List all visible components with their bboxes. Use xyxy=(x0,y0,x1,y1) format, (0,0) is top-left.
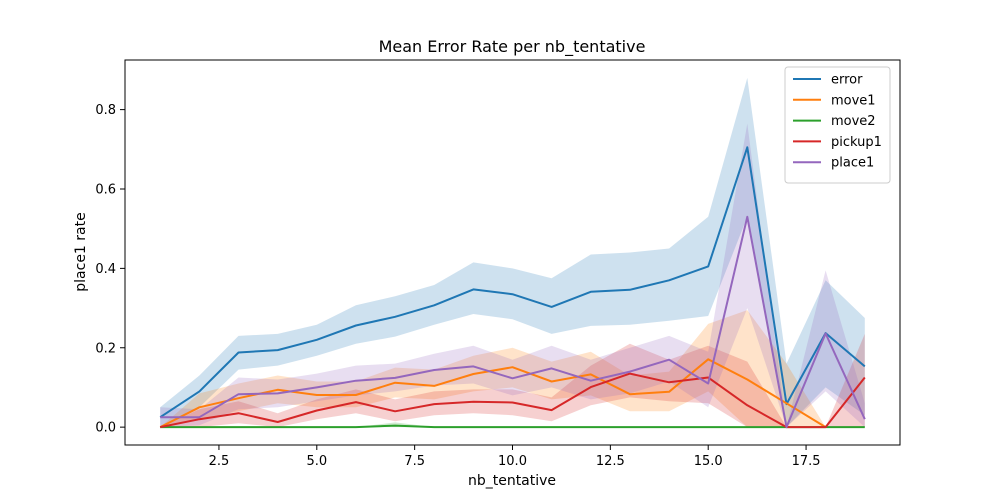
legend-label-pickup1: pickup1 xyxy=(831,135,882,150)
band-place1 xyxy=(160,123,865,428)
x-tick-label: 7.5 xyxy=(404,454,425,469)
band-pickup1 xyxy=(160,333,865,428)
band-move1 xyxy=(160,310,826,428)
x-tick-label: 12.5 xyxy=(596,454,625,469)
x-tick-label: 10.0 xyxy=(498,454,527,469)
band-error xyxy=(160,77,865,428)
y-tick-label: 0.2 xyxy=(95,341,116,356)
y-tick-label: 0.8 xyxy=(95,103,116,118)
x-axis-title: nb_tentative xyxy=(468,473,556,489)
y-tick-label: 0.6 xyxy=(95,182,116,197)
line-error xyxy=(159,146,866,419)
legend-frame xyxy=(784,66,891,184)
line-move2 xyxy=(160,424,865,429)
y-axis-title: place1 rate xyxy=(73,212,89,291)
series-lines xyxy=(159,146,866,429)
x-tick-label: 5.0 xyxy=(306,454,327,469)
x-axis-ticks: 2.5 5.0 7.5 10.0 12.5 15.0 17.5 xyxy=(209,445,821,469)
confidence-bands xyxy=(160,77,865,428)
x-tick-label: 17.5 xyxy=(792,454,821,469)
line-move1 xyxy=(159,358,827,428)
line-place1 xyxy=(160,215,866,429)
legend-label-place1: place1 xyxy=(831,156,874,171)
legend-label-move2: move2 xyxy=(831,114,876,129)
y-axis-ticks: 0.0 0.2 0.4 0.6 0.8 xyxy=(95,103,125,436)
x-tick-label: 15.0 xyxy=(694,454,723,469)
line-pickup1 xyxy=(160,372,866,429)
y-tick-label: 0.0 xyxy=(95,421,116,436)
chart-title: Mean Error Rate per nb_tentative xyxy=(379,37,646,57)
legend-label-move1: move1 xyxy=(831,93,876,108)
legend: error move1 move2 pickup1 place1 xyxy=(784,66,891,184)
x-tick-label: 2.5 xyxy=(209,454,230,469)
y-tick-label: 0.4 xyxy=(95,262,116,277)
legend-label-error: error xyxy=(831,73,863,88)
